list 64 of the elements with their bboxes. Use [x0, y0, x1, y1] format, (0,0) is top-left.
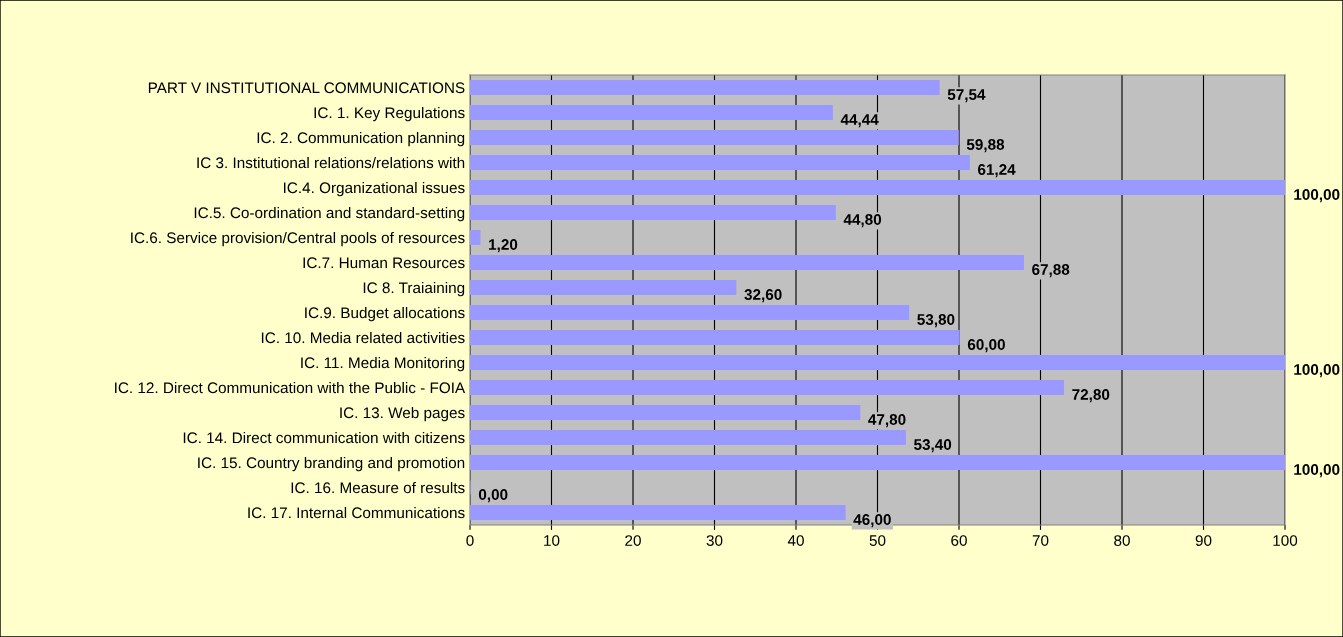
data-label: 100,00 — [1294, 464, 1340, 478]
data-label: 67,88 — [1032, 264, 1070, 278]
bar — [470, 79, 940, 96]
data-label: 57,54 — [947, 89, 986, 103]
y-tick-label: IC 3. Institutional relations/relations with — [197, 156, 465, 169]
bar — [470, 429, 906, 446]
y-tick-label: IC. 11. Media Monitoring — [301, 356, 465, 372]
data-label: 47,80 — [868, 414, 906, 428]
data-label: 60,00 — [967, 339, 1005, 353]
y-tick-label: IC. 13. Web pages — [340, 406, 465, 422]
data-label: 59,88 — [966, 139, 1005, 153]
y-tick-label: IC.7. Human Resources — [303, 257, 465, 269]
y-tick-label: IC. 2. Communication planning — [257, 131, 465, 147]
y-tick-label: IC.6. Service provision/Central pools of resources — [131, 231, 465, 247]
data-label: 100,00 — [1294, 364, 1340, 378]
x-tick-label: 100 — [1273, 535, 1298, 546]
bar — [470, 504, 846, 521]
data-label: 46,00 — [853, 514, 891, 528]
y-tick-label: IC. 15. Country branding and promotion — [198, 456, 465, 472]
bar — [470, 129, 959, 146]
data-label: 72,80 — [1072, 389, 1110, 403]
data-label: 53,40 — [914, 439, 952, 453]
bar — [470, 354, 1285, 371]
data-label: 1,20 — [489, 239, 518, 253]
x-tick-label: 40 — [787, 535, 804, 546]
y-tick-label: IC. 14. Direct communication with citizens — [183, 431, 465, 444]
y-tick-label: PART V INSTITUTIONAL COMMUNICATIONS — [148, 82, 465, 94]
data-label: 53,80 — [917, 314, 955, 328]
data-label: 100,00 — [1294, 189, 1340, 203]
x-tick-label: 10 — [544, 535, 560, 546]
x-tick-label: 30 — [706, 535, 723, 546]
data-label: 61,24 — [978, 164, 1016, 178]
x-tick-label: 50 — [869, 535, 886, 546]
bar — [470, 454, 1285, 471]
x-tick-label: 60 — [951, 535, 967, 546]
data-label: 32,60 — [744, 289, 782, 303]
y-tick-label: IC. 17. Internal Communications — [248, 506, 465, 519]
y-tick-label: IC 8. Traiaining — [363, 281, 465, 297]
bar — [470, 204, 836, 221]
bar — [470, 154, 970, 171]
bar — [470, 104, 833, 121]
x-tick-label: 20 — [625, 535, 641, 546]
bar — [470, 179, 1285, 196]
y-tick-label: IC. 10. Media related activities — [261, 331, 465, 344]
data-label: 44,44 — [840, 114, 879, 128]
data-label: 0,00 — [478, 489, 508, 503]
x-tick-label: 0 — [466, 535, 474, 546]
y-tick-label: IC.4. Organizational issues — [283, 181, 465, 197]
y-tick-label: IC. 12. Direct Communication with the Public - FOIA — [115, 381, 466, 394]
data-label: 44,80 — [843, 214, 882, 228]
x-tick-label: 70 — [1032, 535, 1049, 546]
y-tick-label: IC. 1. Key Regulations — [314, 106, 465, 122]
y-tick-label: IC. 16. Measure of results — [291, 481, 465, 494]
y-tick-label: IC.9. Budget allocations — [305, 306, 465, 322]
y-tick-label: IC.5. Co-ordination and standard-setting — [194, 206, 465, 222]
bar — [470, 229, 481, 246]
bar — [470, 279, 737, 296]
bar — [470, 379, 1065, 396]
bar — [470, 404, 861, 421]
bar — [470, 329, 960, 346]
bar — [470, 304, 910, 321]
x-tick-label: 90 — [1195, 535, 1212, 546]
x-tick-label: 80 — [1114, 535, 1130, 546]
bar — [470, 254, 1024, 271]
